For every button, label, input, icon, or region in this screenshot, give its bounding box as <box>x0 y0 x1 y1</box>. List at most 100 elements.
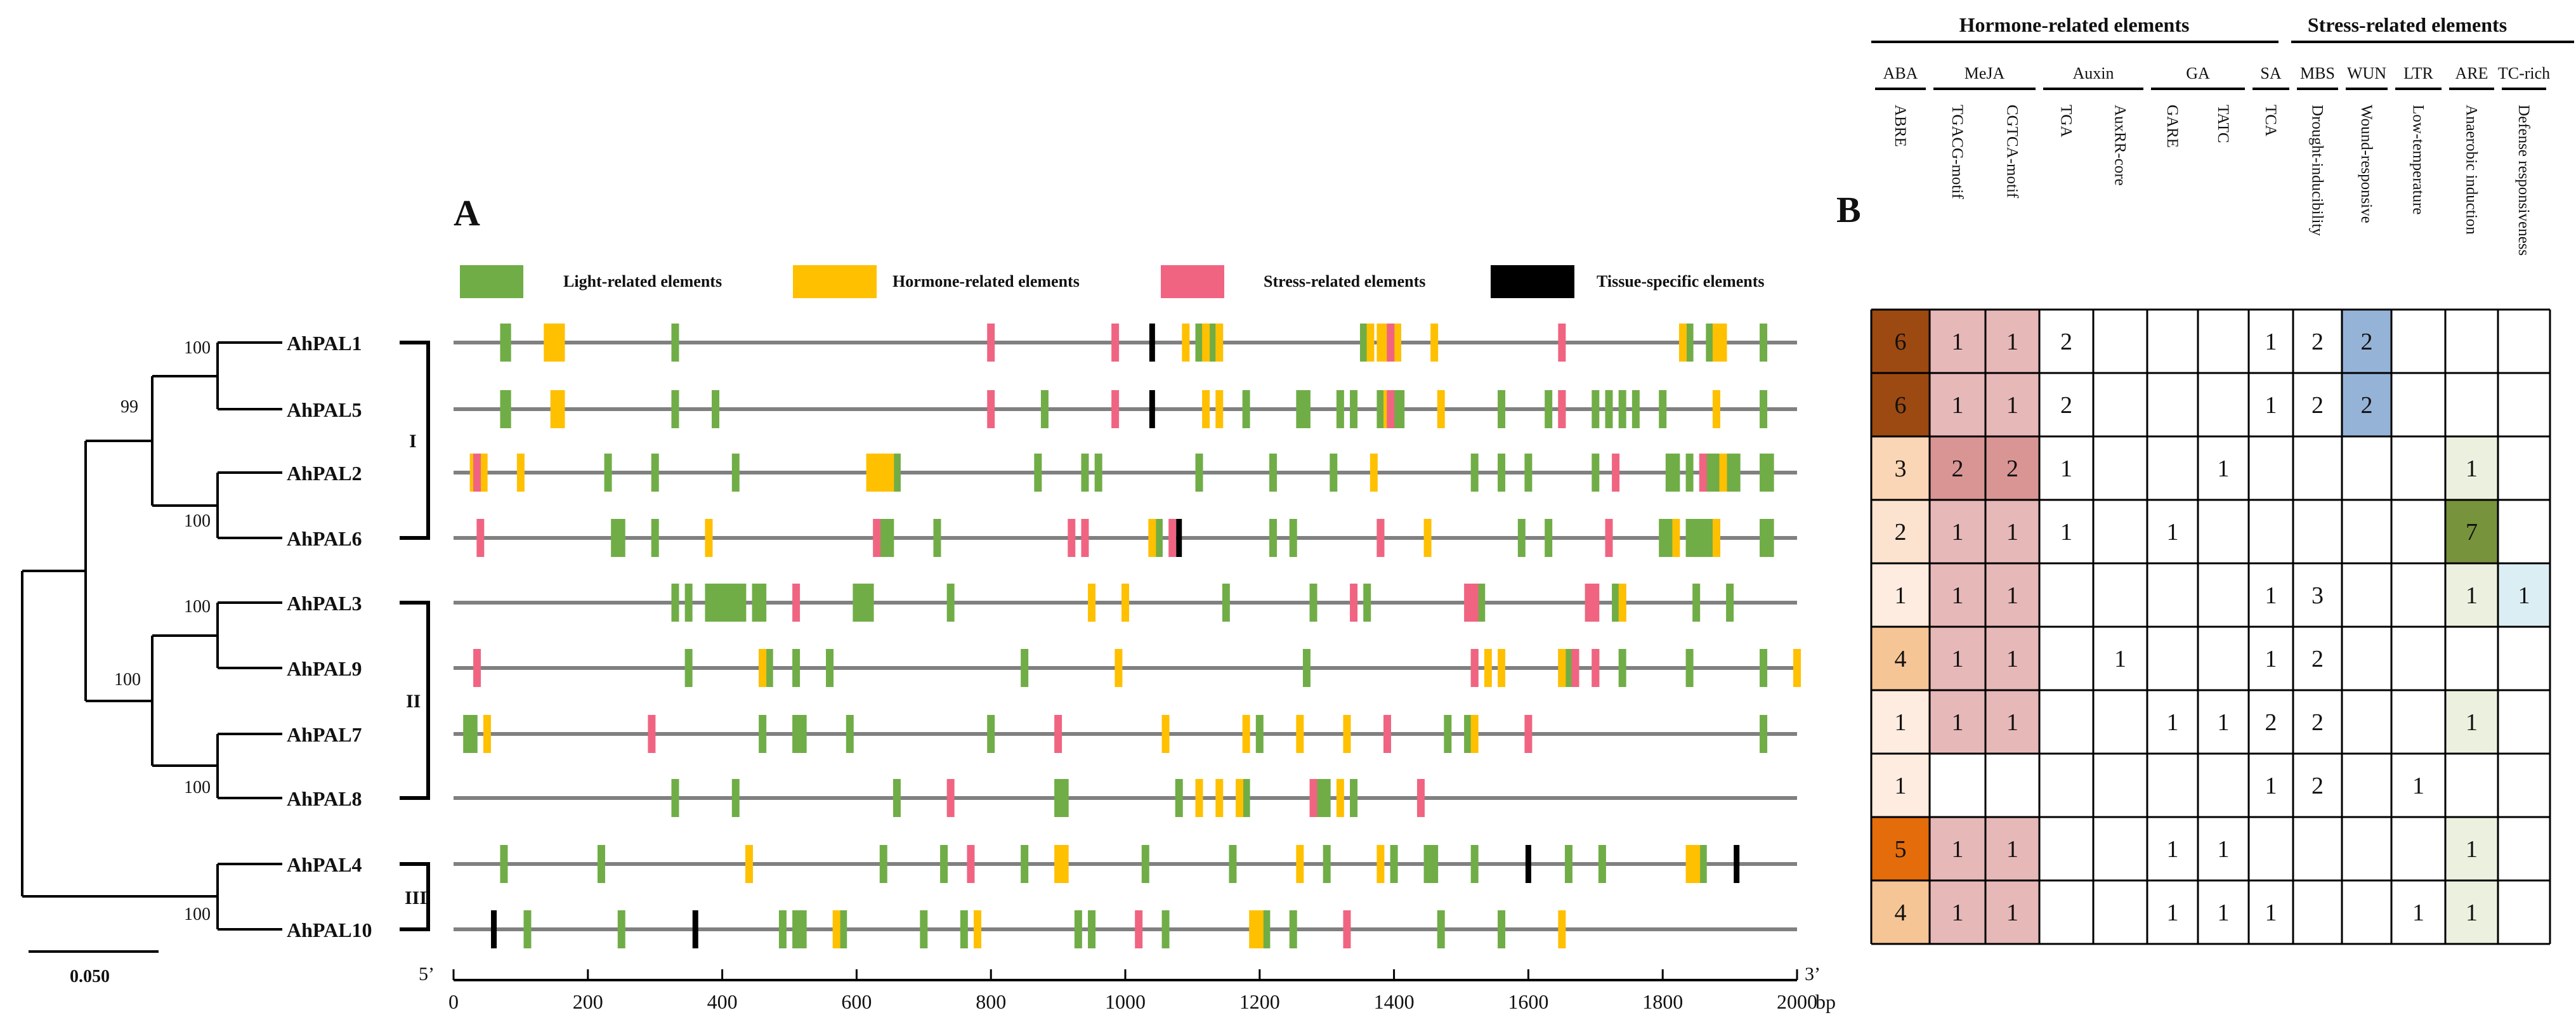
group-brackets <box>400 341 430 931</box>
light-element-mark <box>765 649 773 687</box>
table-cell-value: 2 <box>2361 329 2373 355</box>
light-element-mark <box>1498 454 1506 492</box>
table-cell <box>2391 627 2445 690</box>
table-cell <box>2445 754 2498 817</box>
tissue-element-mark <box>1734 845 1740 883</box>
group-bracket-i <box>400 341 430 540</box>
hormone-element-mark <box>1376 324 1385 362</box>
table-cell-value: 1 <box>2006 329 2018 355</box>
table-column-label: TCA <box>2262 105 2279 136</box>
hormone-element-mark <box>1719 324 1727 362</box>
hormone-element-mark <box>550 324 558 362</box>
light-element-mark <box>1760 324 1768 362</box>
stress-element-mark <box>1054 715 1062 753</box>
table-column-label: Wound-responsive <box>2358 105 2375 223</box>
three-prime-label: 3’ <box>1805 964 1821 985</box>
table-cell-value: 1 <box>2167 900 2179 926</box>
gene-label: AhPAL5 <box>287 398 362 421</box>
table-group-label: SA <box>2260 64 2281 82</box>
table-cell <box>2198 754 2249 817</box>
table-column-headers: ABRE TGACG-motif CGTCA-motif TGA AuxRR-core G… <box>1892 105 2532 256</box>
light-element-mark <box>792 649 801 687</box>
light-element-mark <box>1631 390 1640 428</box>
table-cell-value: 1 <box>2265 582 2277 609</box>
axis-tick-label: 400 <box>707 990 738 1013</box>
hormone-element-mark <box>832 910 840 948</box>
table-cell-value: 1 <box>2518 582 2530 609</box>
legend-swatch-hormone <box>793 265 877 298</box>
table-cell-value: 1 <box>1952 392 1964 419</box>
table-cell <box>2093 690 2147 754</box>
table-cell <box>2498 817 2550 880</box>
table-cell <box>2445 563 2498 627</box>
table-cell <box>2391 817 2445 880</box>
light-element-mark <box>1498 390 1506 428</box>
table-cell <box>2391 500 2445 563</box>
hormone-element-mark <box>1242 715 1250 753</box>
gene-label: AhPAL1 <box>287 332 362 355</box>
light-element-mark <box>1564 649 1572 687</box>
table-cell <box>1871 627 1930 690</box>
bootstrap-value: 100 <box>184 511 211 531</box>
gene-label: AhPAL3 <box>287 592 362 615</box>
table-cell-value: 1 <box>2006 519 2018 546</box>
light-element-mark <box>1760 649 1768 687</box>
hormone-element-mark <box>1678 324 1687 362</box>
table-cell <box>2342 817 2391 880</box>
light-element-mark <box>1195 324 1203 362</box>
table-cell <box>2293 436 2342 500</box>
table-cell <box>1871 563 1930 627</box>
light-element-mark <box>1699 519 1707 557</box>
light-element-mark <box>731 779 740 817</box>
hormone-element-mark <box>1793 649 1801 687</box>
stress-element-mark <box>1343 910 1351 948</box>
light-element-mark <box>1726 584 1734 622</box>
gene-label: AhPAL6 <box>287 527 362 550</box>
table-cell-value: 1 <box>1952 519 1964 546</box>
stress-element-mark <box>1558 324 1566 362</box>
table-cell-value: 1 <box>2466 836 2478 863</box>
table-cell <box>1985 627 2039 690</box>
light-element-mark <box>1289 519 1297 557</box>
hormone-element-mark <box>1182 324 1190 362</box>
light-element-mark <box>523 910 532 948</box>
phylogenetic-tree <box>21 341 282 953</box>
table-cell <box>2445 817 2498 880</box>
table-column-label: ABRE <box>1892 105 1909 147</box>
table-cell <box>2198 310 2249 373</box>
tissue-element-mark <box>491 910 497 948</box>
table-cell <box>1985 880 2039 944</box>
light-element-mark <box>1175 779 1183 817</box>
hormone-element-mark <box>1215 779 1224 817</box>
table-column-label: Defense responsiveness <box>2515 105 2532 256</box>
element-count-table: Hormone-related elements Stress-related … <box>1870 13 2574 945</box>
table-cell-value: 1 <box>1895 582 1907 609</box>
hormone-element-mark <box>1558 910 1566 948</box>
table-cell <box>2093 880 2147 944</box>
table-cell <box>2391 563 2445 627</box>
light-element-mark <box>1088 910 1096 948</box>
light-element-mark <box>705 584 713 622</box>
table-cell-value: 1 <box>2466 709 2478 736</box>
tree-branch-pal4-pal10 <box>216 863 282 931</box>
hormone-element-mark <box>1712 390 1720 428</box>
table-cell-value: 1 <box>2265 329 2277 355</box>
table-cell <box>1985 690 2039 754</box>
legend-swatch-light <box>460 265 523 298</box>
table-cell-value: 1 <box>2466 455 2478 482</box>
position-axis: 5’ 3’ bp 0 200 400 600 800 1000 1200 1400 1600 18… <box>419 964 1836 1013</box>
light-element-mark <box>469 715 478 753</box>
light-element-mark <box>671 324 679 362</box>
light-element-mark <box>1685 519 1694 557</box>
table-cell <box>2342 627 2391 690</box>
hormone-element-mark <box>1215 324 1224 362</box>
legend-label-light: Light-related elements <box>563 272 722 291</box>
light-element-mark <box>1685 649 1694 687</box>
hormone-element-mark <box>1202 390 1210 428</box>
light-element-mark <box>792 910 801 948</box>
light-element-mark <box>892 779 901 817</box>
table-cell-value: 1 <box>2060 455 2072 482</box>
stress-element-mark <box>1592 584 1600 622</box>
table-cell-value: 1 <box>2265 900 2277 926</box>
tree-branch-pal2-pal6 <box>216 471 282 539</box>
